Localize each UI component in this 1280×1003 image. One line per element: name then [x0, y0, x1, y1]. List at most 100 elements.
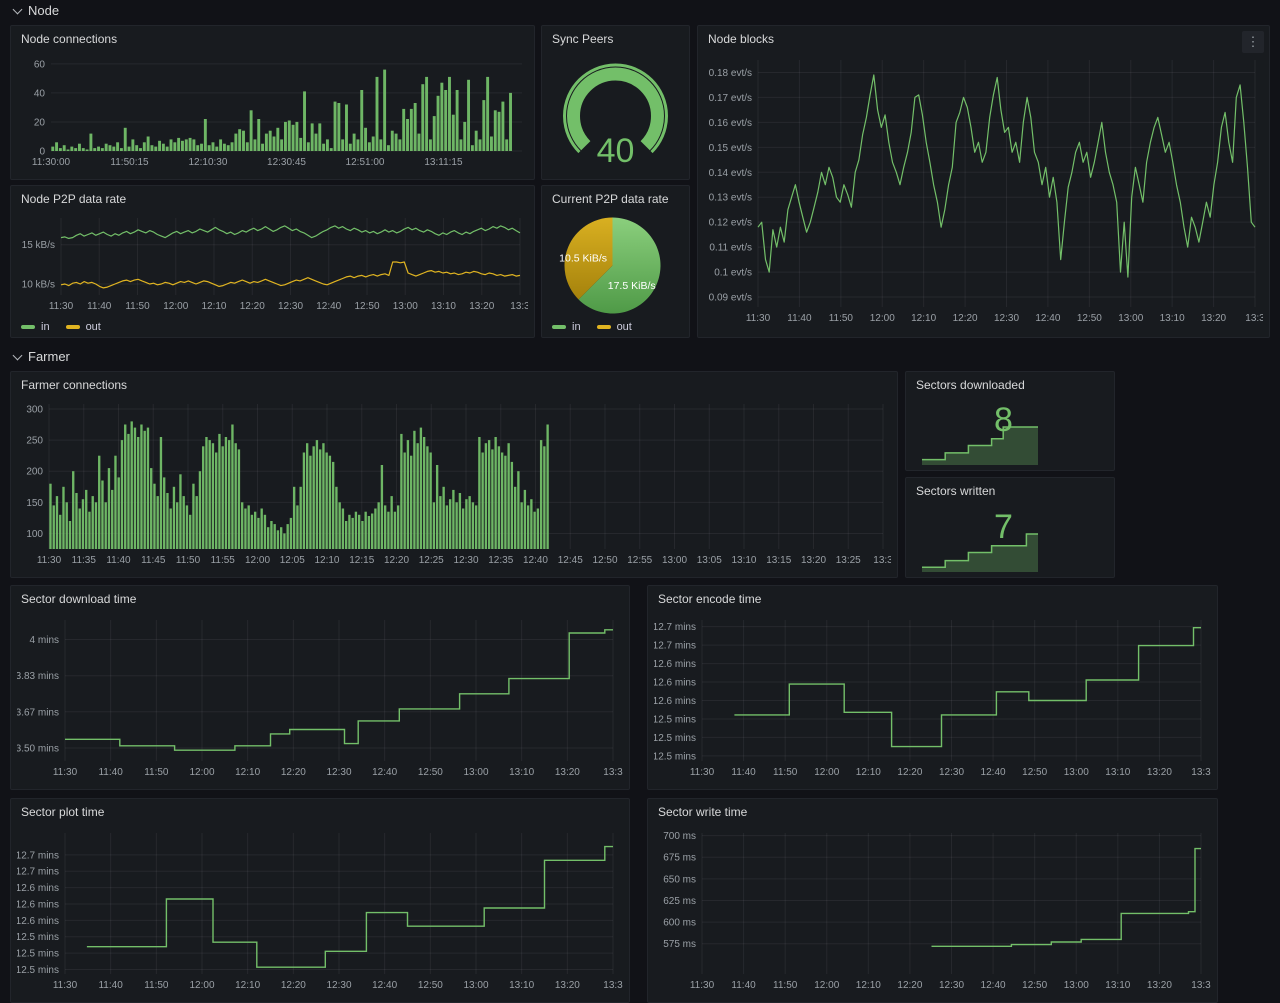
- svg-text:12:20: 12:20: [897, 767, 922, 778]
- svg-text:12:35: 12:35: [488, 555, 513, 566]
- svg-text:11:40: 11:40: [787, 313, 812, 324]
- svg-text:11:50: 11:50: [144, 980, 169, 991]
- svg-text:12:30: 12:30: [939, 767, 964, 778]
- panel-sector-encode-time: Sector encode time 12.5 mins 12.5 mins 12.…: [647, 585, 1218, 790]
- svg-text:10.5 KiB/s: 10.5 KiB/s: [559, 252, 607, 264]
- svg-text:11:30:00: 11:30:00: [32, 157, 71, 168]
- legend-label: out: [616, 321, 632, 333]
- section-row-farmer[interactable]: Farmer: [12, 349, 70, 364]
- panel-title[interactable]: Sectors downloaded: [916, 378, 1025, 392]
- panel-title[interactable]: Node blocks: [708, 32, 775, 46]
- sector-download-time-chart[interactable]: 3.50 mins 3.67 mins 3.83 mins 4 mins 11:30 11…: [17, 612, 623, 785]
- svg-text:12:10: 12:10: [911, 313, 936, 324]
- svg-text:11:40: 11:40: [731, 980, 756, 991]
- svg-text:13:3: 13:3: [1245, 313, 1263, 324]
- svg-text:12:30: 12:30: [326, 767, 351, 778]
- svg-text:12.6 mins: 12.6 mins: [17, 899, 59, 910]
- svg-text:650 ms: 650 ms: [663, 874, 696, 885]
- panel-title[interactable]: Sector download time: [21, 592, 137, 606]
- svg-text:13:00: 13:00: [1064, 980, 1089, 991]
- panel-title[interactable]: Farmer connections: [21, 378, 128, 392]
- section-row-node[interactable]: Node: [12, 3, 59, 18]
- legend-item-in[interactable]: in: [21, 321, 50, 333]
- svg-text:12.7 mins: 12.7 mins: [17, 867, 59, 878]
- svg-text:12:40: 12:40: [981, 980, 1006, 991]
- panel-title[interactable]: Sync Peers: [552, 32, 614, 46]
- svg-text:12:20: 12:20: [897, 980, 922, 991]
- svg-text:11:40: 11:40: [731, 767, 756, 778]
- legend: in out: [552, 321, 632, 333]
- svg-text:600 ms: 600 ms: [663, 918, 696, 929]
- svg-text:12:50: 12:50: [418, 767, 443, 778]
- svg-text:12:10:30: 12:10:30: [189, 157, 228, 168]
- svg-text:12:50: 12:50: [354, 301, 379, 312]
- panel-title[interactable]: Node connections: [21, 32, 118, 46]
- sector-write-time-chart[interactable]: 575 ms 600 ms 625 ms 650 ms 675 ms 700 ms 11:3…: [654, 825, 1211, 998]
- svg-text:12:25: 12:25: [419, 555, 444, 566]
- sync-peers-gauge[interactable]: [548, 50, 683, 175]
- svg-text:12:30: 12:30: [278, 301, 303, 312]
- kebab-menu-icon[interactable]: ⋮: [1242, 31, 1264, 53]
- svg-text:11:30: 11:30: [746, 313, 771, 324]
- svg-text:12:00: 12:00: [814, 980, 839, 991]
- svg-text:20: 20: [34, 117, 46, 128]
- panel-title[interactable]: Sector plot time: [21, 805, 105, 819]
- svg-text:11:50: 11:50: [829, 313, 854, 324]
- svg-text:12.5 mins: 12.5 mins: [17, 965, 59, 976]
- svg-text:13:00: 13:00: [1064, 767, 1089, 778]
- svg-text:575 ms: 575 ms: [663, 939, 696, 950]
- legend-item-out[interactable]: out: [65, 321, 101, 333]
- legend-label: out: [85, 321, 101, 333]
- panel-node-p2p-data-rate: Node P2P data rate 10 kB/s 15 kB/s 11:30 11…: [10, 185, 535, 338]
- svg-text:13:3: 13:3: [510, 301, 528, 312]
- svg-text:12.5 mins: 12.5 mins: [654, 751, 696, 762]
- svg-text:12:50: 12:50: [1022, 980, 1047, 991]
- svg-text:150: 150: [26, 498, 43, 509]
- panel-title[interactable]: Sector encode time: [658, 592, 762, 606]
- svg-text:13:20: 13:20: [1201, 313, 1226, 324]
- svg-text:13:00: 13:00: [1118, 313, 1143, 324]
- panel-title[interactable]: Sectors written: [916, 484, 996, 498]
- sectors-downloaded-value: 8: [994, 401, 1013, 439]
- legend-item-in[interactable]: in: [552, 321, 581, 333]
- svg-text:12:10: 12:10: [856, 767, 881, 778]
- legend: in out: [21, 321, 101, 333]
- svg-text:13:20: 13:20: [1147, 980, 1172, 991]
- svg-text:12:40: 12:40: [316, 301, 341, 312]
- svg-text:12:40: 12:40: [981, 767, 1006, 778]
- series-color-swatch: [65, 325, 80, 329]
- svg-text:12:50: 12:50: [593, 555, 618, 566]
- svg-text:13:20: 13:20: [469, 301, 494, 312]
- svg-text:300: 300: [26, 404, 43, 415]
- svg-text:12:20: 12:20: [953, 313, 978, 324]
- series-color-swatch: [596, 325, 611, 329]
- current-p2p-pie-chart[interactable]: 17.5 KiB/s 10.5 KiB/s: [548, 210, 683, 317]
- farmer-connections-chart[interactable]: 100 150 200 250 300 11:30 11:35 11:40 11:45 11:50…: [17, 398, 891, 573]
- svg-text:13:00: 13:00: [463, 980, 488, 991]
- node-connections-chart[interactable]: 0 20 40 60 11:30:00 11:50:15 12:10:30 12:30:45 1…: [17, 52, 528, 175]
- svg-text:13:20: 13:20: [555, 980, 580, 991]
- svg-text:11:30: 11:30: [690, 980, 715, 991]
- svg-text:15 kB/s: 15 kB/s: [22, 240, 55, 251]
- svg-text:13:3: 13:3: [873, 555, 891, 566]
- panel-node-connections: Node connections 0 20 40 60 11:30:00 11:50:15…: [10, 25, 535, 180]
- svg-text:12:15: 12:15: [349, 555, 374, 566]
- svg-text:11:40: 11:40: [106, 555, 131, 566]
- section-label: Farmer: [28, 349, 70, 364]
- panel-title[interactable]: Node P2P data rate: [21, 192, 127, 206]
- panel-title[interactable]: Sector write time: [658, 805, 748, 819]
- node-p2p-chart[interactable]: 10 kB/s 15 kB/s 11:30 11:40 11:50 12:00 12:10 1…: [17, 212, 528, 317]
- svg-text:11:30: 11:30: [49, 301, 74, 312]
- svg-text:17.5 KiB/s: 17.5 KiB/s: [608, 280, 656, 292]
- svg-text:12:30: 12:30: [453, 555, 478, 566]
- legend-item-out[interactable]: out: [596, 321, 632, 333]
- svg-text:0.15 evt/s: 0.15 evt/s: [709, 143, 752, 154]
- svg-text:13:00: 13:00: [393, 301, 418, 312]
- svg-text:13:3: 13:3: [603, 980, 623, 991]
- svg-text:12.6 mins: 12.6 mins: [654, 659, 696, 670]
- svg-text:700 ms: 700 ms: [663, 831, 696, 842]
- sector-plot-time-chart[interactable]: 12.5 mins 12.5 mins 12.5 mins 12.6 mins 12.6…: [17, 825, 623, 998]
- node-blocks-chart[interactable]: 0.09 evt/s 0.1 evt/s 0.11 evt/s 0.12 evt/s 0…: [704, 52, 1263, 333]
- sector-encode-time-chart[interactable]: 12.5 mins 12.5 mins 12.5 mins 12.6 mins 12.6…: [654, 612, 1211, 785]
- panel-title[interactable]: Current P2P data rate: [552, 192, 669, 206]
